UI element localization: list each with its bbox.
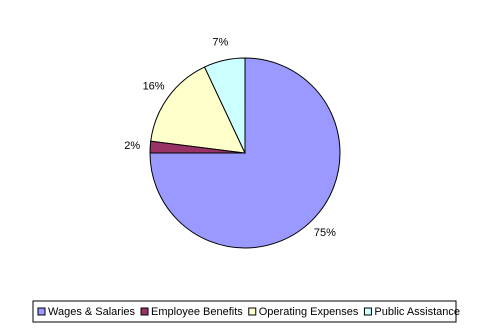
pie-slice xyxy=(150,66,246,154)
legend-swatch xyxy=(248,307,257,316)
legend-label: Employee Benefits xyxy=(151,306,243,318)
legend-label: Public Assistance xyxy=(374,306,460,318)
pie-slice xyxy=(203,57,246,154)
legend-label: Operating Expenses xyxy=(259,306,359,318)
pie-slice xyxy=(149,57,341,249)
legend-label: Wages & Salaries xyxy=(48,306,136,318)
legend-swatch xyxy=(363,307,372,316)
data-label: 75% xyxy=(314,227,336,239)
legend-swatch xyxy=(37,307,46,316)
data-label: 2% xyxy=(124,140,140,152)
legend-box xyxy=(32,300,457,323)
data-label: 16% xyxy=(143,80,165,92)
legend-swatch xyxy=(140,307,149,316)
data-label: 7% xyxy=(212,37,228,49)
